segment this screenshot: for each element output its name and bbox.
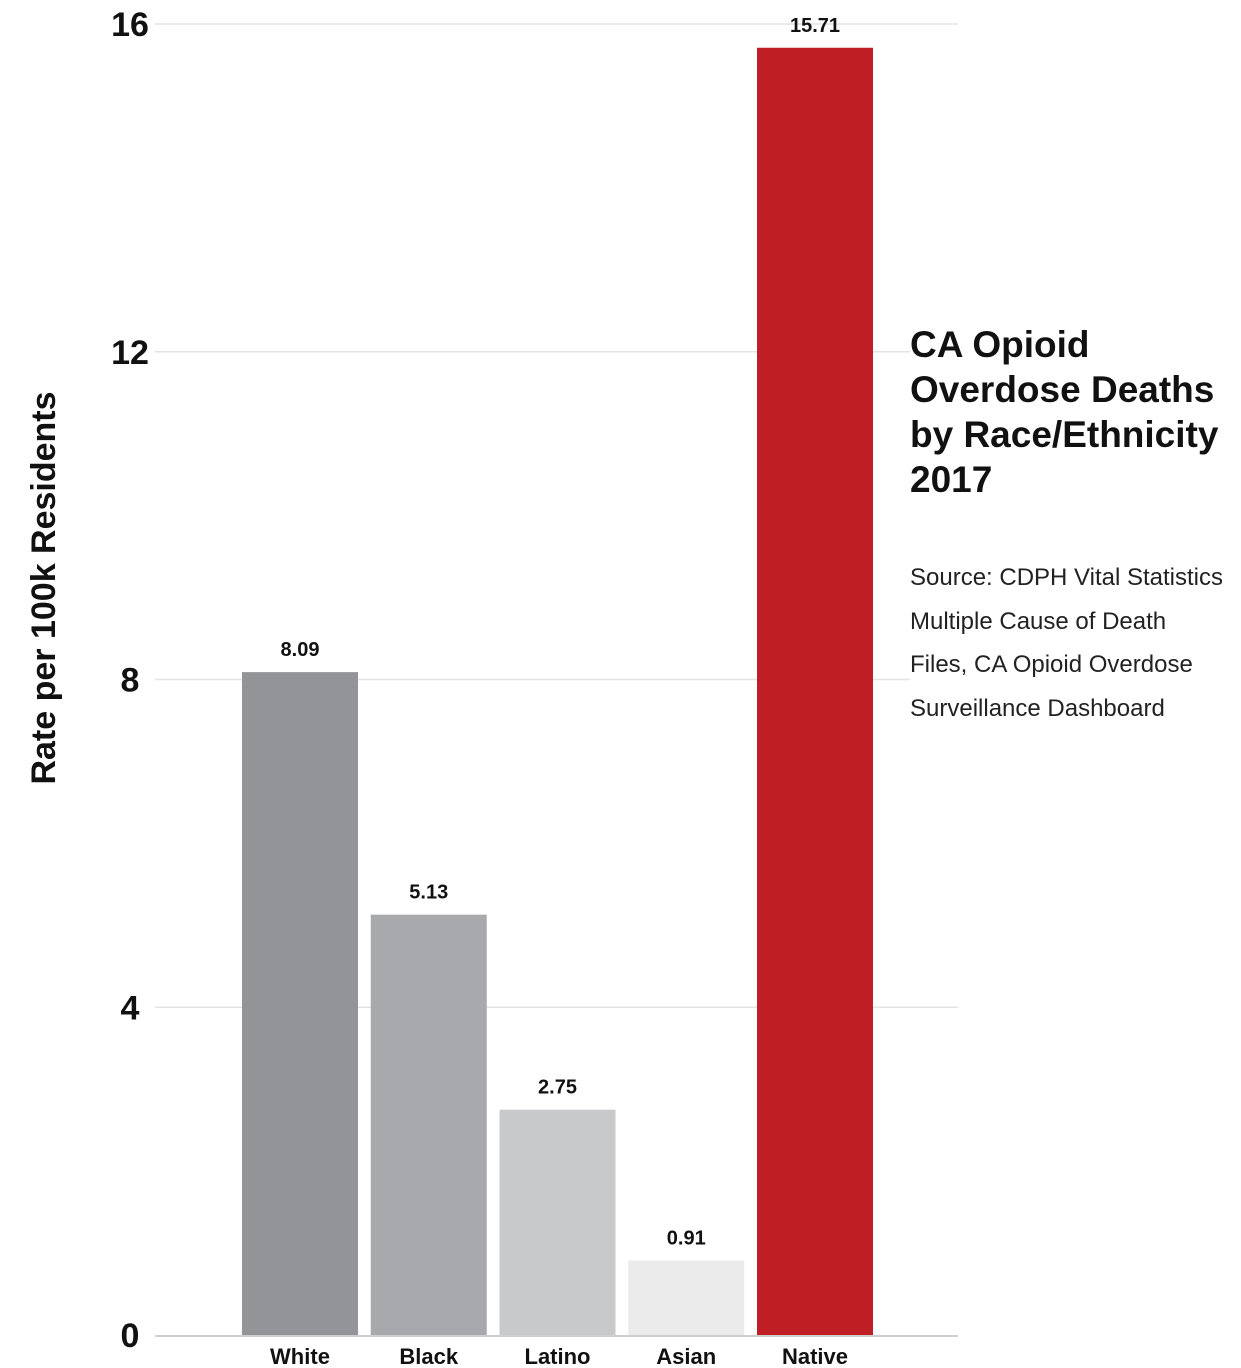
y-tick-label-12: 12 (111, 334, 149, 372)
y-tick-label-4: 4 (121, 989, 140, 1027)
category-label-latino: Latino (525, 1344, 591, 1368)
y-axis-ticks: 0 4 8 12 16 (111, 6, 149, 1355)
bar-white (242, 672, 358, 1335)
value-label-black: 5.13 (409, 882, 448, 904)
chart-source: Source: CDPH Vital Statistics Multiple C… (910, 564, 1223, 722)
bar-asian (628, 1260, 745, 1335)
value-label-latino: 2.75 (538, 1077, 577, 1099)
y-tick-label-16: 16 (111, 6, 149, 44)
category-label-white: White (270, 1344, 330, 1368)
value-label-native: 15.71 (790, 15, 840, 37)
bar-black (370, 914, 487, 1335)
y-axis-label: Rate per 100k Residents (25, 391, 63, 784)
category-label-black: Black (399, 1344, 458, 1368)
bar-latino (499, 1109, 616, 1335)
category-label-asian: Asian (656, 1344, 716, 1368)
chart-title: CA Opioid Overdose Deaths by Race/Ethnic… (910, 324, 1219, 500)
bars (242, 47, 873, 1336)
value-labels: 8.09 5.13 2.75 0.91 15.71 (281, 15, 841, 1250)
value-label-white: 8.09 (281, 639, 320, 661)
chart-info-panel: CA Opioid Overdose Deaths by Race/Ethnic… (910, 322, 1230, 730)
category-label-native: Native (782, 1344, 848, 1368)
y-tick-label-0: 0 (121, 1317, 140, 1355)
x-axis-labels: White Black Latino Asian Native (270, 1344, 848, 1368)
bar-native (757, 47, 873, 1336)
y-tick-label-8: 8 (121, 662, 140, 700)
value-label-asian: 0.91 (667, 1227, 706, 1249)
